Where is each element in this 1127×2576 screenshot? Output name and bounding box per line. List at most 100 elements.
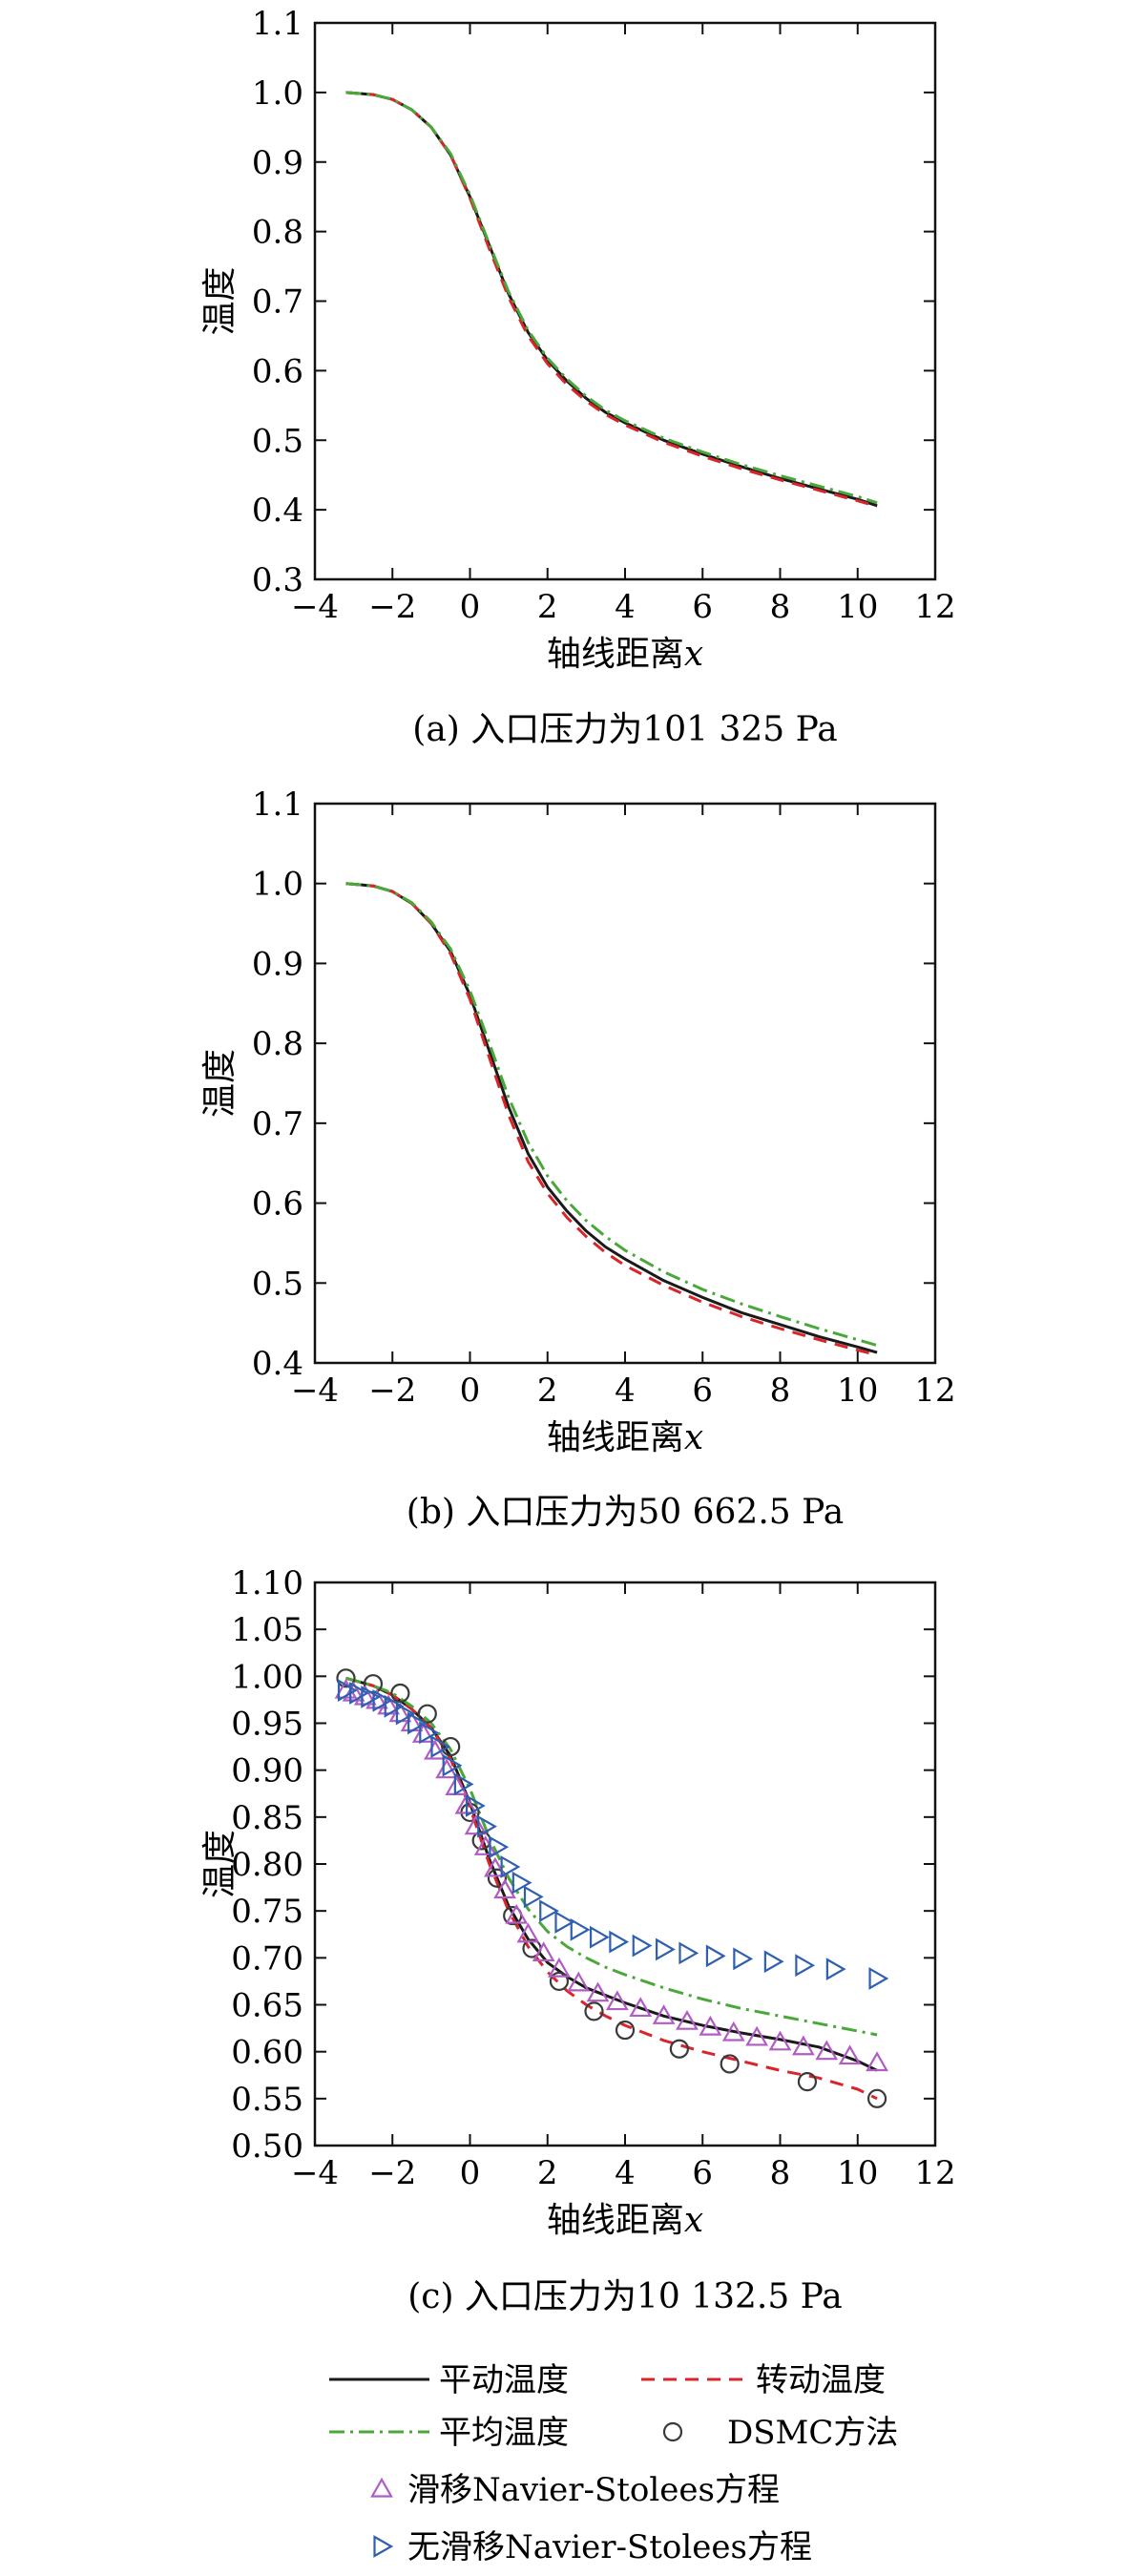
data-point-noslip bbox=[570, 1917, 591, 1941]
data-point-dsmc bbox=[797, 2072, 818, 2092]
y-tick-label: 0.90 bbox=[231, 1752, 303, 1791]
x-tick-label: 2 bbox=[537, 2154, 558, 2192]
panel-c: (c) 入口压力为10 132.5 Pa bbox=[407, 2277, 843, 2316]
y-tick-label: 1.1 bbox=[252, 5, 303, 43]
x-tick-label: −4 bbox=[291, 588, 339, 626]
y-tick-label: 0.6 bbox=[252, 1185, 303, 1224]
legend-label-noslip: 无滑移Navier-Stolees方程 bbox=[407, 2528, 812, 2566]
data-point-slip bbox=[532, 1941, 555, 1962]
x-axis-label: 轴线距离x bbox=[547, 2201, 703, 2240]
data-point-slip bbox=[464, 1814, 488, 1835]
y-tick-label: 1.0 bbox=[252, 74, 303, 113]
data-point-noslip bbox=[795, 1954, 816, 1978]
data-point-noslip bbox=[465, 1794, 486, 1817]
x-tick-label: 2 bbox=[537, 588, 558, 626]
panel-a: (a) 入口压力为101 325 Pa bbox=[412, 710, 837, 749]
data-point-noslip bbox=[523, 1885, 544, 1909]
x-tick-label: 4 bbox=[615, 2154, 636, 2192]
data-point-slip bbox=[505, 1903, 529, 1924]
y-tick-label: 0.5 bbox=[252, 1265, 303, 1303]
data-point-noslip bbox=[430, 1735, 451, 1758]
data-point-noslip bbox=[763, 1950, 784, 1974]
data-point-dsmc bbox=[720, 2054, 740, 2074]
data-point-slip bbox=[721, 2021, 745, 2042]
data-point-noslip bbox=[489, 1835, 510, 1859]
x-tick-label: 8 bbox=[770, 588, 791, 626]
y-tick-label: 0.55 bbox=[231, 2081, 303, 2119]
data-point-noslip bbox=[589, 1925, 610, 1949]
panel-c-plot: −4 −2 0 2 4 6 8 10 12 0.50 0.55 0.60 0.65 0.70 0.75 0.8… bbox=[200, 1564, 956, 2240]
data-point-noslip bbox=[384, 1694, 405, 1718]
legend-label-slip: 滑移Navier-Stolees方程 bbox=[407, 2471, 780, 2509]
x-tick-label: −4 bbox=[291, 2154, 339, 2192]
x-tick-label: 10 bbox=[837, 2154, 878, 2192]
x-axis-label-var: x bbox=[684, 635, 703, 674]
series-line-trans bbox=[345, 1676, 878, 2072]
y-tick-label: 0.9 bbox=[252, 945, 303, 983]
data-point-noslip bbox=[442, 1753, 463, 1777]
x-tick-label: 8 bbox=[770, 2154, 791, 2192]
x-tick-label: 12 bbox=[914, 1372, 955, 1410]
y-tick-label: 1.05 bbox=[231, 1611, 303, 1649]
series-line-rot bbox=[345, 882, 878, 1357]
data-point-noslip bbox=[419, 1721, 440, 1745]
data-point-noslip bbox=[453, 1772, 474, 1796]
y-tick-label: 0.5 bbox=[252, 422, 303, 460]
data-point-slip bbox=[484, 1856, 507, 1877]
data-point-slip bbox=[676, 2009, 699, 2030]
x-axis-label-var: x bbox=[684, 2201, 703, 2240]
x-tick-label: 12 bbox=[914, 588, 955, 626]
data-point-noslip bbox=[477, 1814, 497, 1838]
panel-a-plot: −4 −2 0 2 4 6 8 10 12 0.3 0.4 0.5 0.6 0.7 0.8 0.9 1.0 1.1… bbox=[200, 5, 956, 674]
data-point-dsmc bbox=[549, 1971, 570, 1992]
x-tick-label: 2 bbox=[537, 1372, 558, 1410]
data-point-dsmc bbox=[487, 1868, 508, 1888]
data-point-dsmc bbox=[584, 2001, 604, 2021]
data-point-slip bbox=[548, 1957, 571, 1978]
series-line-avg bbox=[345, 882, 878, 1348]
x-tick-label: −2 bbox=[368, 2154, 416, 2192]
data-point-noslip bbox=[407, 1711, 428, 1735]
data-point-slip bbox=[745, 2025, 769, 2046]
y-tick-label: 1.0 bbox=[252, 866, 303, 904]
legend-marker-slip bbox=[370, 2477, 393, 2498]
y-tick-label: 0.9 bbox=[252, 144, 303, 182]
legend-marker-dsmc bbox=[662, 2421, 683, 2442]
data-point-noslip bbox=[825, 1958, 846, 1981]
x-axis-label-var: x bbox=[684, 1418, 703, 1457]
data-point-slip bbox=[586, 1981, 610, 2002]
panel-b-plot: −4 −2 0 2 4 6 8 10 12 0.4 0.5 0.6 0.7 0.8 0.9 1.0 1.1 轴线距… bbox=[200, 785, 956, 1457]
x-tick-label: 0 bbox=[460, 1372, 481, 1410]
y-tick-label: 0.6 bbox=[252, 352, 303, 390]
data-point-dsmc bbox=[417, 1704, 437, 1724]
y-tick-label: 1.10 bbox=[231, 1564, 303, 1602]
x-axis-label: 轴线距离x bbox=[547, 1418, 703, 1457]
data-point-noslip bbox=[361, 1686, 382, 1708]
x-tick-label: 12 bbox=[914, 2154, 955, 2192]
series-line-trans bbox=[345, 91, 878, 508]
data-point-slip bbox=[493, 1878, 516, 1899]
y-tick-label: 0.7 bbox=[252, 283, 303, 322]
y-axis-label: 温度 bbox=[200, 1830, 240, 1898]
data-point-slip bbox=[699, 2015, 722, 2036]
data-point-slip bbox=[791, 2035, 815, 2056]
data-point-noslip bbox=[656, 1937, 676, 1961]
y-tick-label: 0.60 bbox=[231, 2034, 303, 2072]
x-tick-label: 10 bbox=[837, 1372, 878, 1410]
x-tick-label: 4 bbox=[615, 1372, 636, 1410]
data-point-dsmc bbox=[669, 2039, 689, 2059]
y-tick-label: 1.00 bbox=[231, 1658, 303, 1696]
x-tick-label: 0 bbox=[460, 588, 481, 626]
data-point-slip bbox=[815, 2040, 839, 2061]
y-tick-label: 0.65 bbox=[231, 1987, 303, 2025]
data-point-noslip bbox=[609, 1930, 630, 1954]
y-tick-label: 0.80 bbox=[231, 1846, 303, 1884]
y-axis-label: 温度 bbox=[200, 1049, 240, 1118]
y-tick-label: 0.4 bbox=[252, 1345, 303, 1383]
panel-c-caption: (c) 入口压力为10 132.5 Pa bbox=[407, 2277, 843, 2316]
plot-frame bbox=[313, 802, 937, 1365]
x-axis-label: 轴线距离x bbox=[547, 635, 703, 674]
x-tick-label: 8 bbox=[770, 1372, 791, 1410]
y-tick-label: 0.50 bbox=[231, 2127, 303, 2166]
